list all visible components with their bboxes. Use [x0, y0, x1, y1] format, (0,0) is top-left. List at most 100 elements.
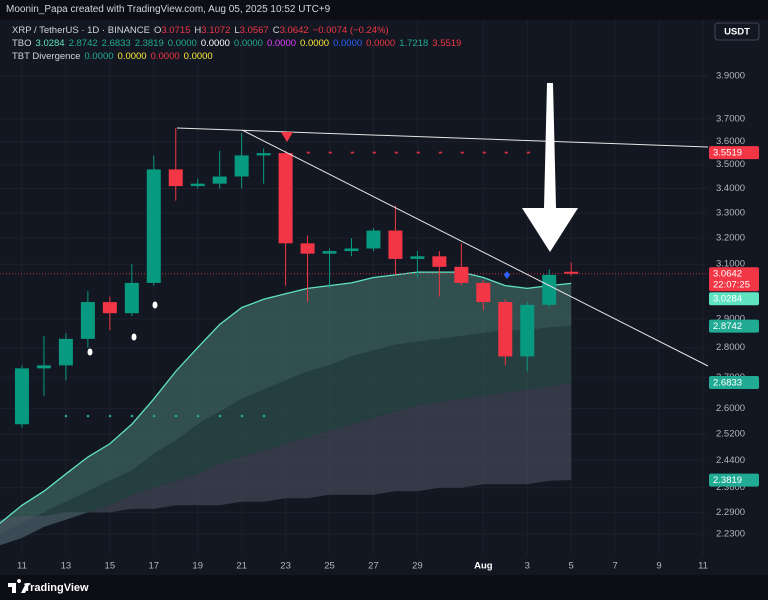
candle-body	[146, 169, 161, 283]
indicator-value: 0.0000	[233, 38, 263, 49]
candle-body	[322, 251, 337, 254]
price-box	[709, 292, 759, 306]
x-tick-label: 11	[698, 561, 708, 572]
diamond-signal	[504, 271, 510, 279]
trend-line	[241, 129, 709, 367]
indicator-value: 2.6833	[101, 38, 131, 49]
trend-line	[176, 127, 709, 148]
band-fill	[0, 382, 572, 546]
dot-row	[64, 414, 266, 418]
candle-body	[476, 282, 491, 303]
footer-brand: TradingView	[24, 582, 89, 594]
y-tick-label: 2.3600	[716, 482, 745, 493]
y-tick-label: 2.2900	[716, 507, 745, 518]
author-bar: Moonin_Papa created with TradingView.com…	[0, 0, 768, 20]
y-tick-label: 2.9000	[716, 313, 745, 324]
candle-body	[432, 256, 447, 267]
y-tick-label: 2.4400	[716, 455, 745, 466]
legend-row: TBT Divergence 0.0000 0.0000 0.0000 0.0000	[12, 50, 465, 63]
band-fill	[0, 272, 572, 535]
sell-signal	[281, 132, 293, 142]
x-tick-label: 5	[569, 561, 574, 572]
candle-body	[234, 155, 249, 177]
price-box	[709, 267, 759, 292]
x-tick-label: 3	[525, 561, 530, 572]
ohlc-label: O	[153, 25, 162, 36]
indicator-value: 2.8742	[68, 38, 98, 49]
candle-body	[366, 230, 381, 249]
candle-body	[410, 256, 425, 259]
candle-body	[124, 282, 139, 314]
signal-dot	[131, 333, 137, 341]
indicator-value: 2.3819	[134, 38, 164, 49]
candle-body	[168, 169, 183, 187]
y-tick-label: 2.8000	[716, 342, 745, 353]
indicator-value: 0.0000	[300, 38, 330, 49]
chart: 3.9000 3.7000 3.6000 3.5000 3.4000 3.3000 3.20…	[0, 22, 760, 572]
price-box-label: 2.6833	[713, 377, 742, 388]
indicator-value: 0.0000	[366, 38, 396, 49]
y-tick-label: 2.5200	[716, 428, 745, 439]
indicator-value: 0.0000	[266, 38, 297, 49]
price-box	[709, 473, 759, 487]
y-tick-label: 3.9000	[716, 71, 745, 82]
candle-body	[278, 153, 293, 244]
candle-body	[212, 176, 227, 184]
ohlc-value: 3.1072	[201, 25, 231, 36]
x-tick-label: 21	[236, 561, 247, 572]
symbol: XRP / TetherUS · 1D · BINANCE	[12, 25, 150, 36]
indicator-name: TBO	[12, 38, 32, 49]
ohlc-value: 3.0642	[279, 25, 309, 36]
divergence-value: 0.0000	[150, 51, 180, 62]
x-tick-label: 25	[324, 561, 335, 572]
ohlc-value: 3.0715	[161, 25, 191, 36]
y-tick-label: 3.3000	[716, 207, 745, 218]
countdown: 22:07:25	[713, 280, 750, 291]
x-tick-label: 19	[192, 561, 203, 572]
ohlc-label: H	[194, 25, 202, 36]
divergence-value: 0.0000	[84, 51, 114, 62]
ohlc-value: 3.0567	[239, 25, 269, 36]
price-box-label: 3.5519	[713, 147, 742, 158]
x-tick-label: 17	[148, 561, 159, 572]
y-tick-label: 3.2000	[716, 233, 745, 244]
x-tick-label: 9	[656, 561, 661, 572]
legend-row: XRP / TetherUS · 1D · BINANCE O3.0715 H3.1…	[12, 24, 465, 37]
axis-layer: 3.9000 3.7000 3.6000 3.5000 3.4000 3.3000 3.20…	[17, 71, 759, 572]
y-tick-label: 3.4000	[716, 183, 745, 194]
x-tick-label: 23	[280, 561, 291, 572]
indicator-value: 1.7218	[399, 38, 429, 49]
author: Moonin_Papa created with TradingView.com…	[6, 4, 331, 15]
indicator-value: 3.5519	[432, 38, 462, 49]
divergence-value: 0.0000	[117, 51, 147, 62]
price-box-label: 3.0284	[713, 294, 742, 305]
x-tick-label: Aug	[474, 561, 493, 572]
candle-body	[190, 183, 205, 187]
candle-body	[344, 248, 359, 252]
y-tick-label: 3.6000	[716, 136, 745, 147]
legend-row: TBO 3.0284 2.8742 2.6833 2.3819 0.0000 0.0000 0…	[12, 37, 465, 50]
x-tick-label: 29	[412, 561, 423, 572]
currency-box	[714, 22, 760, 41]
currency: USDT	[724, 27, 750, 38]
change: −0.0074 (−0.24%)	[312, 25, 389, 36]
price-box	[709, 375, 759, 389]
candle-body	[498, 302, 513, 357]
divergence-name: TBT Divergence	[12, 51, 81, 62]
arrow-annotation	[522, 83, 578, 252]
candle-body	[300, 243, 315, 254]
x-tick-label: 13	[61, 561, 72, 572]
y-tick-label: 2.2300	[716, 529, 745, 540]
indicator-value: 0.0000	[200, 38, 230, 49]
price-box-label: 2.3819	[713, 475, 742, 486]
x-tick-label: 27	[368, 561, 379, 572]
x-tick-label: 15	[105, 561, 116, 572]
price-box	[709, 319, 759, 333]
y-tick-label: 3.1000	[716, 259, 745, 270]
candle-body	[542, 274, 557, 305]
indicator-value: 0.0000	[333, 38, 363, 49]
candle-body	[388, 230, 403, 259]
y-tick-label: 2.6000	[716, 403, 745, 414]
ohlc-label: L	[234, 25, 240, 36]
tbo-line	[0, 271, 572, 524]
